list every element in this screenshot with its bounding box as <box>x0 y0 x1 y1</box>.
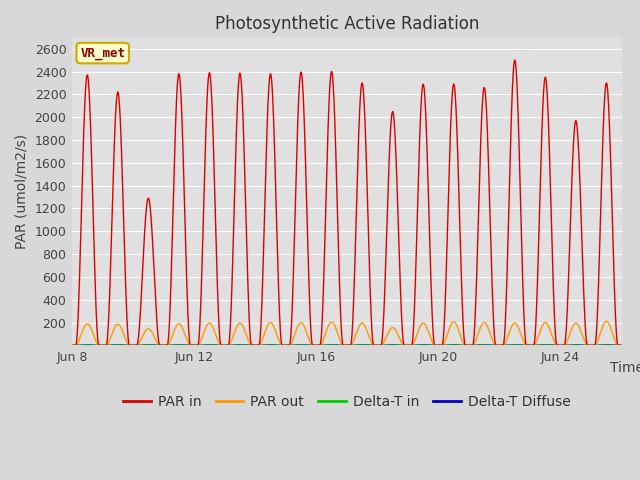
Y-axis label: PAR (umol/m2/s): PAR (umol/m2/s) <box>15 134 29 249</box>
Line: PAR in: PAR in <box>72 60 621 346</box>
Line: PAR out: PAR out <box>72 322 621 346</box>
Delta-T Diffuse <box>70 343 78 348</box>
PAR in <box>618 343 625 348</box>
Delta-T Diffuse <box>101 343 109 348</box>
Delta-T Diffuse <box>589 343 596 348</box>
PAR in <box>176 75 184 81</box>
Delta-T in <box>337 343 344 348</box>
PAR in <box>68 343 76 348</box>
PAR out <box>70 343 78 348</box>
Delta-T Diffuse <box>618 343 625 348</box>
Delta-T in <box>91 342 99 348</box>
Delta-T in <box>68 343 76 348</box>
Legend: PAR in, PAR out, Delta-T in, Delta-T Diffuse: PAR in, PAR out, Delta-T in, Delta-T Dif… <box>118 389 576 414</box>
PAR in <box>91 267 99 273</box>
Delta-T Diffuse <box>68 343 76 348</box>
Delta-T in <box>70 343 78 348</box>
Delta-T in <box>618 343 625 348</box>
PAR in <box>589 343 596 348</box>
PAR out <box>618 343 625 348</box>
Delta-T Diffuse <box>91 342 99 348</box>
Line: Delta-T Diffuse: Delta-T Diffuse <box>72 345 621 346</box>
PAR out <box>337 339 344 345</box>
PAR out <box>91 336 99 341</box>
PAR out <box>602 319 610 324</box>
X-axis label: Time: Time <box>610 361 640 375</box>
PAR in <box>70 343 78 348</box>
Delta-T in <box>589 343 596 348</box>
Delta-T in <box>101 343 109 348</box>
Delta-T Diffuse <box>83 342 91 348</box>
PAR out <box>68 343 76 348</box>
Delta-T Diffuse <box>337 343 344 348</box>
PAR in <box>511 57 518 63</box>
Delta-T in <box>83 342 91 348</box>
PAR out <box>101 343 109 348</box>
Title: Photosynthetic Active Radiation: Photosynthetic Active Radiation <box>214 15 479 33</box>
Delta-T Diffuse <box>176 342 184 348</box>
Delta-T in <box>176 342 184 348</box>
Text: VR_met: VR_met <box>80 47 125 60</box>
PAR in <box>101 343 109 348</box>
PAR out <box>176 321 184 327</box>
PAR in <box>337 313 344 319</box>
PAR out <box>589 343 596 348</box>
